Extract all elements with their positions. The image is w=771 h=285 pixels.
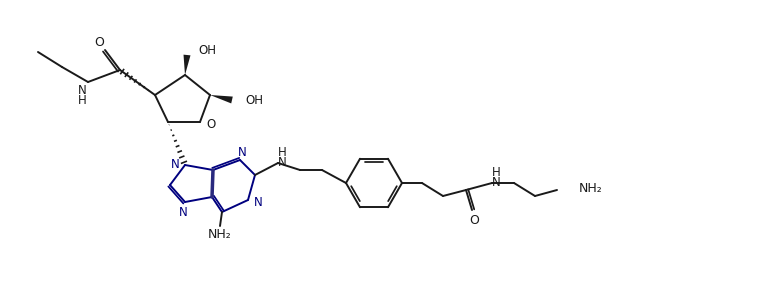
Text: N: N xyxy=(492,176,500,188)
Text: O: O xyxy=(469,213,479,227)
Polygon shape xyxy=(183,55,190,75)
Text: H: H xyxy=(278,146,286,160)
Text: N: N xyxy=(179,205,187,219)
Text: N: N xyxy=(278,156,286,168)
Text: NH₂: NH₂ xyxy=(208,227,232,241)
Text: N: N xyxy=(170,158,180,172)
Text: OH: OH xyxy=(198,44,216,56)
Text: O: O xyxy=(94,36,104,48)
Text: N: N xyxy=(254,196,262,209)
Text: N: N xyxy=(78,84,86,97)
Text: NH₂: NH₂ xyxy=(579,182,603,194)
Text: OH: OH xyxy=(245,93,263,107)
Text: H: H xyxy=(78,93,86,107)
Text: H: H xyxy=(492,166,500,180)
Polygon shape xyxy=(210,95,233,103)
Text: N: N xyxy=(237,146,247,158)
Text: O: O xyxy=(206,117,215,131)
